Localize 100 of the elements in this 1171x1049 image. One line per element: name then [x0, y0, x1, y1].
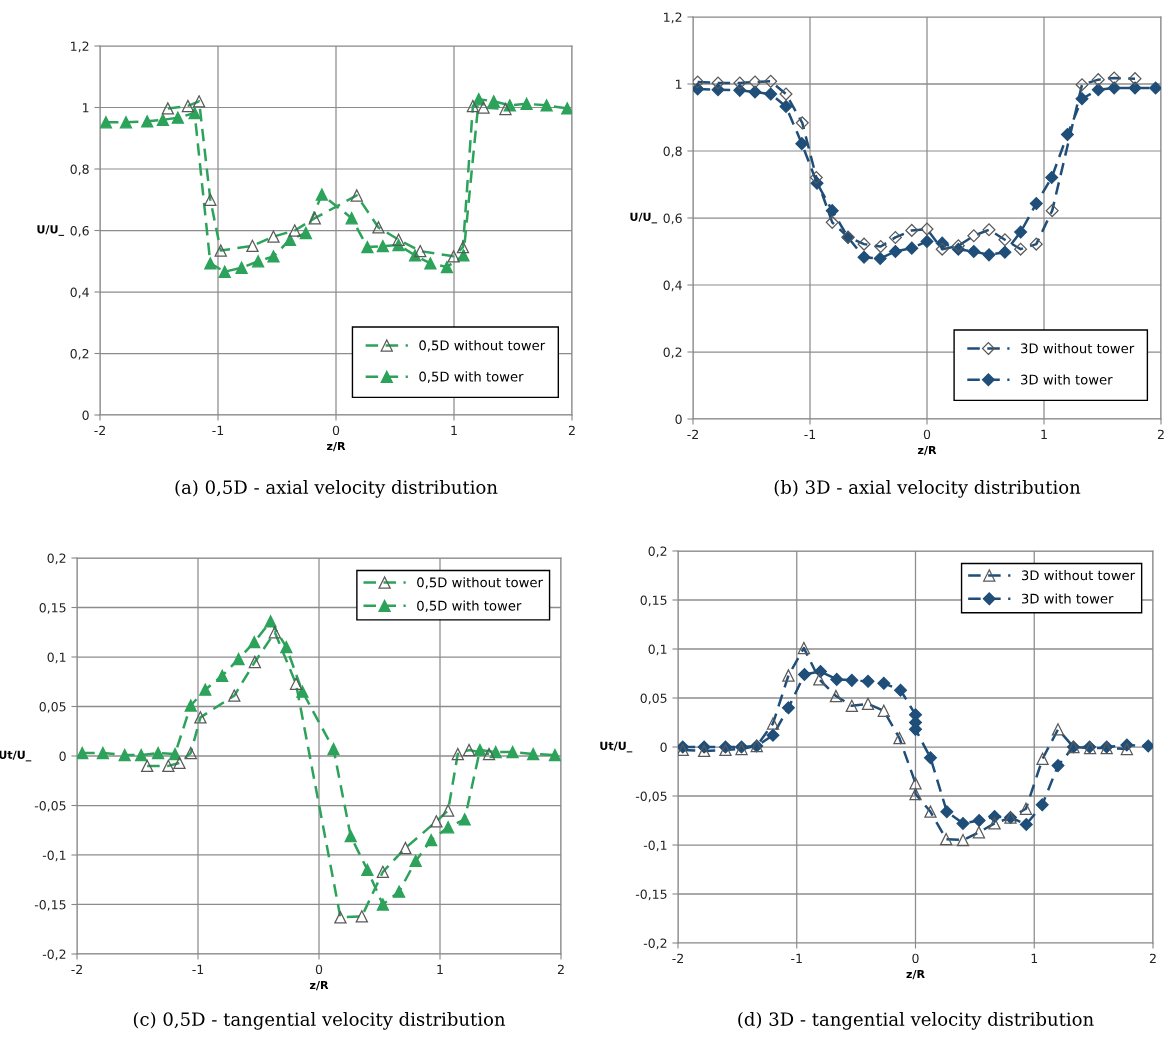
y-tick-label: -0,05	[34, 800, 66, 812]
point	[845, 673, 859, 687]
x-tick-label: 0	[923, 429, 931, 440]
x-tick-label: 2	[1149, 953, 1156, 963]
point	[940, 805, 954, 819]
point	[1045, 170, 1059, 184]
point	[216, 669, 229, 682]
point	[894, 683, 908, 697]
y-tick-label: 1,2	[71, 41, 89, 53]
x-tick-label: -1	[212, 425, 224, 435]
x-tick-label: 2	[1157, 429, 1164, 439]
point	[361, 240, 374, 254]
y-tick-label: 0,1	[648, 644, 667, 656]
x-tick-label: -1	[804, 429, 816, 439]
y-tick-label: 0,2	[47, 553, 66, 565]
point	[998, 245, 1012, 259]
point	[923, 751, 937, 765]
point	[168, 747, 182, 761]
point	[119, 116, 133, 129]
y-tick-label: -0,15	[635, 889, 667, 901]
point	[1019, 817, 1033, 831]
point	[134, 748, 148, 762]
point	[1149, 81, 1161, 95]
point	[825, 204, 839, 218]
point	[1141, 739, 1153, 753]
point	[764, 87, 778, 101]
x-tick-label: -2	[94, 425, 105, 435]
legend-label: 3D with tower	[1021, 374, 1113, 385]
legend-label: 0,5D without tower	[419, 340, 546, 352]
x-tick-label: 2	[568, 425, 575, 435]
point	[376, 240, 390, 253]
point	[766, 728, 780, 742]
y-tick-label: 1	[676, 79, 682, 89]
x-axis-title: z/R	[917, 446, 937, 456]
point	[548, 748, 561, 762]
x-tick-label: -2	[687, 429, 698, 439]
point	[232, 652, 245, 666]
y-tick-label: 0,4	[663, 280, 682, 292]
x-tick-label: 1	[437, 964, 443, 974]
point	[184, 699, 197, 712]
y-tick-label: 0,2	[663, 347, 682, 359]
point	[830, 672, 844, 686]
text: (a) 0,5D - axial velocity distribution	[175, 480, 498, 498]
point	[188, 106, 201, 120]
y-tick-label: 0	[660, 742, 667, 752]
text: (d) 3D - tangential velocity distribution	[738, 1012, 1094, 1030]
y-tick-label: -0,2	[42, 949, 66, 961]
x-tick-label: -2	[672, 953, 683, 963]
y-tick-label: 0,1	[47, 652, 66, 664]
y-tick-label: 0,05	[39, 701, 66, 713]
y-tick-label: 0,05	[640, 693, 667, 705]
point	[280, 640, 293, 654]
point	[487, 95, 500, 108]
point	[920, 234, 934, 248]
point	[424, 833, 438, 847]
point	[458, 813, 471, 826]
y-axis-title: Ut/U_	[600, 741, 633, 753]
y-tick-label: 0,15	[39, 602, 66, 614]
point	[361, 863, 374, 877]
legend-label: 3D without tower	[1021, 343, 1135, 354]
point	[267, 250, 280, 263]
point	[972, 813, 986, 828]
y-axis-title: Ut/U_	[0, 750, 32, 762]
point	[327, 742, 340, 756]
point	[1035, 798, 1049, 812]
y-tick-label: 0	[675, 414, 682, 424]
point	[1075, 92, 1089, 106]
point	[204, 257, 217, 270]
point	[77, 746, 89, 760]
y-tick-label: -0,1	[42, 850, 66, 862]
point	[540, 99, 553, 112]
point	[100, 116, 113, 129]
point	[561, 102, 572, 115]
point	[1051, 759, 1065, 773]
point	[795, 137, 809, 151]
y-tick-label: 0,15	[640, 595, 667, 607]
legend-label: 3D without tower	[1021, 570, 1136, 581]
x-tick-label: -1	[791, 953, 802, 963]
point	[1029, 197, 1043, 211]
point	[982, 248, 996, 262]
x-tick-label: 1	[451, 425, 457, 435]
point	[489, 745, 502, 759]
point	[877, 676, 891, 690]
point	[861, 674, 875, 688]
point	[156, 113, 170, 126]
point	[1091, 83, 1105, 97]
point	[1014, 225, 1028, 239]
point	[1107, 81, 1121, 95]
y-tick-label: 0,2	[648, 546, 667, 558]
x-tick-label: 2	[557, 964, 564, 974]
y-tick-label: 0,4	[70, 287, 89, 299]
point	[797, 667, 811, 681]
point	[141, 115, 154, 128]
point	[956, 816, 970, 830]
text: (c) 0,5D - tangential velocity distribution	[133, 1012, 506, 1030]
point	[779, 99, 793, 113]
point	[199, 683, 212, 696]
legend-label: 0,5D with tower	[417, 600, 522, 613]
point	[748, 85, 762, 99]
point	[248, 635, 261, 649]
